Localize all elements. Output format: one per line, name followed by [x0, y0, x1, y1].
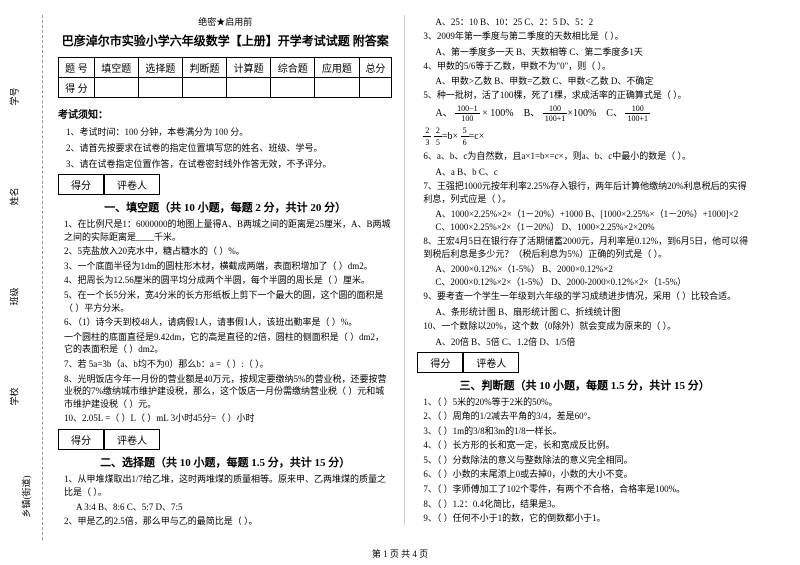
notice-item: 3、请在试卷指定位置作答，在试卷密封线外作答无效，不予评分。 [66, 157, 392, 170]
column-divider [404, 15, 405, 525]
opts: A、1000×2.25%×2×（1－20%）+1000 B、[1000×2.25… [435, 207, 751, 220]
q: 7、王强把1000元按年利率2.25%存入银行，两年后计算他缴纳20%利息税后的… [423, 180, 751, 205]
opts: A、甲数>乙数 B、甲数=乙数 C、甲数<乙数 D、不确定 [435, 74, 751, 87]
section-3-title: 三、判断题（共 10 小题，每题 1.5 分，共计 15 分） [417, 377, 751, 393]
notice-item: 1、考试时间：100 分钟，本卷满分为 100 分。 [66, 125, 392, 138]
confidential-note: 绝密★启用前 [58, 15, 392, 28]
q: 4、甲数的5/6等于乙数，甲数不为"0"，则（ ）。 [423, 60, 751, 73]
tr-score: 得 分 [59, 78, 95, 98]
section-score-box: 得分 评卷人 [417, 352, 751, 373]
q: 4、（ ）长方形的长和宽一定，长和宽成反比例。 [423, 439, 751, 452]
notice-item: 2、请首先按要求在试卷的指定位置填写您的姓名、班级、学号。 [66, 141, 392, 154]
margin-label: 姓名 [8, 187, 21, 205]
q: 3、一个底面半径为1dm的圆柱形木材，横截成两端，表面积增加了（ ）dm2。 [64, 260, 392, 273]
margin-label: 班级 [8, 287, 21, 305]
opts: A、第一季度多一天 B、天数相等 C、第二季度多1天 [435, 45, 751, 58]
opts: A 3:4 B、8:6 C、5:7 D、7:5 [76, 500, 392, 513]
th: 填空题 [94, 58, 138, 78]
fraction: 100−1100 [455, 104, 480, 123]
q: 6、a、b、c为自然数，且a×1=b×=c×，则a、b、c中最小的数是（ ）。 [423, 150, 751, 163]
q: 8、王宏4月5日在银行存了活期储蓄2000元，月利率是0.12%，到6月5日，他… [423, 235, 751, 260]
q: 7、（ ）李师傅加工了102个零件，有两个不合格，合格率是100%。 [423, 483, 751, 496]
q: 7、若 5a=3b（a、b均不为0）那么b：a =（ ）:（ ）。 [64, 358, 392, 371]
margin-label: 学号 [8, 87, 21, 105]
page-footer: 第 1 页 共 4 页 [0, 547, 800, 560]
score-table: 题 号 填空题 选择题 判断题 计算题 综合题 应用题 总分 得 分 [58, 57, 392, 98]
th: 综合题 [271, 58, 315, 78]
section-score-box: 得分 评卷人 [58, 429, 392, 450]
th: 计算题 [227, 58, 271, 78]
q: 6、（1）诗今天到校48人，请病假1人，请事假1人，该班出勤率是（ ）%。 [64, 316, 392, 329]
q: 2、甲是乙的2.5倍，那么甲与乙的最简比是（ ）。 [64, 515, 392, 528]
opts: C、1000×2.25%×2×（1－20%） D、1000×2.25%×2×20… [435, 220, 751, 233]
q: 4、把周长为12.56厘米的圆平均分成两个半圆，每个半圆的周长是（ ）厘米。 [64, 274, 392, 287]
formula-opts: A、 100−1100 × 100% B、 100100+1×100% C、 1… [435, 104, 751, 123]
q: 8、光明饭店今年一月份的营业额是40万元，按规定要缴纳5%的营业税，还要按营业税… [64, 373, 392, 411]
exam-title: 巴彦淖尔市实验小学六年级数学【上册】开学考试试题 附答案 [58, 32, 392, 49]
q: 1、（ ）5米的20%等于2米的50%。 [423, 396, 751, 409]
opts: A、20倍 B、5倍 C、1.2倍 D、1/5倍 [435, 335, 751, 348]
notice-title: 考试须知： [58, 106, 392, 121]
opts: A、条形统计图 B、扇形统计图 C、折线统计图 [435, 305, 751, 318]
th-num: 题 号 [59, 58, 95, 78]
margin-label: 学校 [8, 387, 21, 405]
q: 2、5克盐放入20克水中，糖占糖水的（ ）%。 [64, 245, 392, 258]
q: 8、（ ）1.2：0.4化简比，结果是3。 [423, 498, 751, 511]
q: 6、（ ）小数的末尾添上0或去掉0，小数的大小不变。 [423, 468, 751, 481]
section-2-title: 二、选择题（共 10 小题，每题 1.5 分，共计 15 分） [58, 454, 392, 470]
opts: A、25：10 B、10：25 C、2：5 D、5：2 [435, 15, 751, 28]
th: 应用题 [315, 58, 359, 78]
section-1-title: 一、填空题（共 10 小题，每题 2 分，共计 20 分） [58, 199, 392, 215]
q: 10、一个数除以20%，这个数（0除外）就会变成为原来的（ ）。 [423, 320, 751, 333]
q: 一个圆柱的底面直径是9.42dm，它的高是直径的2倍，圆柱的侧面积是（ ）dm2… [64, 331, 392, 356]
fraction: 100100+1 [625, 104, 650, 123]
q: 1、从甲堆煤取出1/7给乙堆，这时两堆煤的质量相等。原来甲、乙两堆煤的质量之比是… [64, 473, 392, 498]
q-formula: 23 25=b× 56=c× [423, 125, 751, 148]
opts: C、2000×0.12%×2×（1-5%） D、2000-2000×0.12%×… [435, 275, 751, 288]
opts: A、2000×0.12%×（1-5%） B、2000×0.12%×2 [435, 262, 751, 275]
q: 2、（ ）周角的1/2减去平角的3/4，差是60°。 [423, 410, 751, 423]
opts: A、a B、b C、c [435, 165, 751, 178]
fold-line [42, 15, 43, 540]
q: 10、2.05L =（ ）L（ ）mL 3小时45分=（ ）小时 [64, 412, 392, 425]
q: 1、在比例尺是1：6000000的地图上量得A、B两城之间的距离是25厘米，A、… [64, 218, 392, 243]
q: 5、种一批树，活了100棵，死了1棵，求成活率的正确算式是（ ）。 [423, 89, 751, 102]
th: 选择题 [138, 58, 182, 78]
q: 3、（ ）1m的3/8和3m的1/8一样长。 [423, 425, 751, 438]
th: 总分 [359, 58, 392, 78]
q: 5、（ ）分数除法的意义与整数除法的意义完全相同。 [423, 454, 751, 467]
margin-label: 乡镇(街道) [20, 476, 33, 518]
q: 9、（ ）任何不小于1的数，它的倒数都小于1。 [423, 512, 751, 525]
q: 9、要考查一个学生一年级到六年级的学习成绩进步情况，采用（ ）比较合适。 [423, 290, 751, 303]
th: 判断题 [182, 58, 226, 78]
q: 5、在一个长5分米，宽4分米的长方形纸板上剪下一个最大的圆，这个圆的面积是（ ）… [64, 289, 392, 314]
fraction: 100100+1 [543, 104, 568, 123]
section-score-box: 得分 评卷人 [58, 174, 392, 195]
q: 3、2009年第一季度与第二季度的天数相比是（ ）。 [423, 30, 751, 43]
